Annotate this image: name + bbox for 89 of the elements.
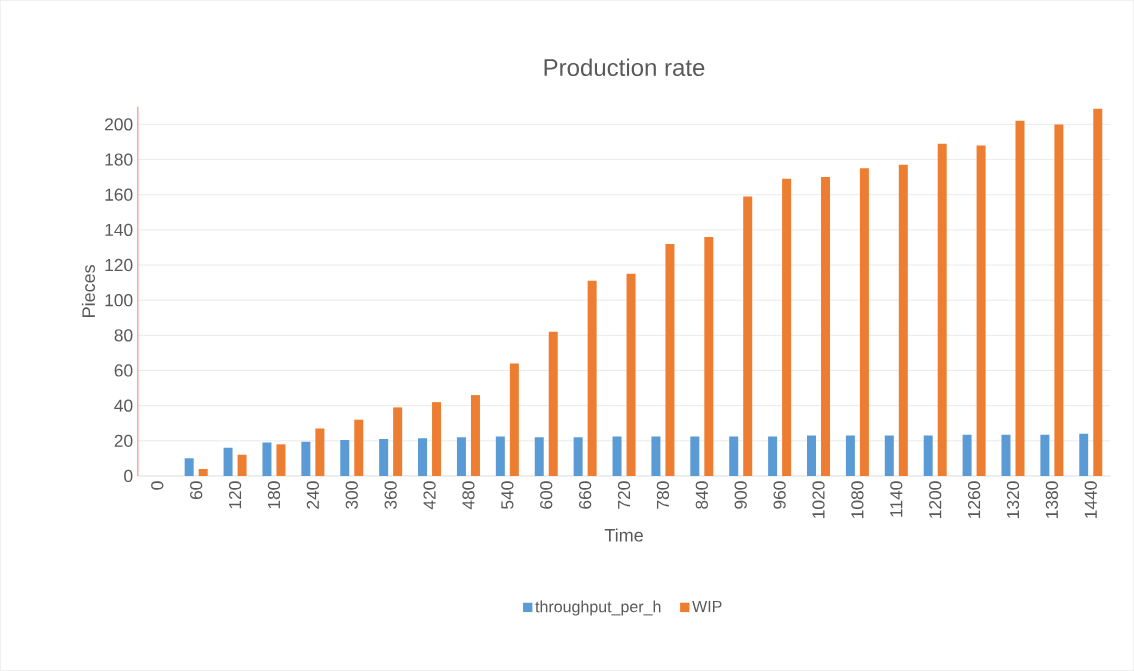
bar bbox=[884, 435, 894, 477]
bar bbox=[626, 273, 636, 477]
x-tick-label: 1320 bbox=[1006, 481, 1020, 519]
x-tick-label: 720 bbox=[617, 481, 631, 509]
bar bbox=[1040, 434, 1050, 477]
bar bbox=[1054, 124, 1064, 477]
legend-label: throughput_per_h bbox=[535, 600, 661, 616]
bar bbox=[768, 436, 778, 477]
x-tick-label: 840 bbox=[695, 481, 708, 509]
x-tick-label: 420 bbox=[423, 481, 436, 510]
bar bbox=[807, 435, 817, 477]
x-tick-label: 180 bbox=[267, 481, 281, 509]
bar bbox=[184, 458, 194, 477]
bar bbox=[548, 331, 558, 477]
bar bbox=[340, 440, 350, 477]
x-tick-label: 360 bbox=[384, 481, 397, 510]
x-tick-label: 660 bbox=[578, 481, 592, 509]
bar bbox=[495, 436, 505, 477]
bar bbox=[962, 434, 972, 477]
x-tick-label: 1140 bbox=[890, 481, 903, 517]
bar bbox=[859, 168, 869, 477]
bar bbox=[262, 442, 272, 477]
bar bbox=[301, 441, 311, 477]
y-tick-label: 120 bbox=[105, 258, 133, 272]
bar bbox=[1093, 108, 1103, 477]
x-tick-label: 0 bbox=[151, 481, 164, 490]
x-tick-label: 1080 bbox=[851, 481, 864, 519]
x-tick-label: 1440 bbox=[1084, 481, 1097, 519]
bar bbox=[223, 447, 233, 477]
chart-title: Production rate bbox=[544, 58, 705, 77]
bar bbox=[509, 363, 519, 477]
x-tick-label: 240 bbox=[306, 481, 319, 509]
bar bbox=[1001, 434, 1011, 477]
bar bbox=[937, 143, 947, 477]
bar bbox=[198, 469, 208, 477]
y-tick-label: 100 bbox=[105, 294, 133, 307]
x-tick-label: 600 bbox=[540, 481, 553, 509]
y-tick-label: 140 bbox=[105, 223, 133, 237]
bar bbox=[612, 436, 622, 477]
legend-label: WIP bbox=[692, 601, 722, 612]
x-tick-label: 540 bbox=[501, 481, 514, 509]
y-tick-label: 0 bbox=[124, 469, 133, 483]
bar bbox=[923, 435, 933, 477]
y-tick-label: 160 bbox=[105, 188, 133, 201]
bar bbox=[418, 438, 428, 477]
bar bbox=[976, 145, 986, 477]
bar bbox=[1015, 120, 1025, 477]
bar bbox=[315, 428, 325, 477]
bar bbox=[470, 395, 480, 477]
bar bbox=[432, 402, 442, 477]
bar bbox=[665, 244, 675, 477]
x-tick-label: 1020 bbox=[812, 481, 825, 519]
y-tick-label: 20 bbox=[114, 434, 133, 448]
bar bbox=[587, 280, 597, 477]
y-tick-label: 200 bbox=[105, 118, 133, 131]
y-tick-label: 40 bbox=[114, 399, 133, 412]
bar bbox=[237, 454, 247, 477]
x-tick-label: 1200 bbox=[929, 481, 942, 519]
x-tick-label: 480 bbox=[462, 481, 475, 510]
bar bbox=[690, 436, 700, 477]
bar bbox=[704, 236, 714, 477]
y-tick-label: 80 bbox=[114, 329, 133, 342]
bar bbox=[729, 436, 739, 477]
x-tick-label: 1260 bbox=[967, 481, 981, 519]
bar bbox=[651, 436, 661, 477]
bar bbox=[456, 437, 466, 477]
x-tick-label: 960 bbox=[773, 481, 786, 509]
x-tick-label: 780 bbox=[656, 481, 670, 509]
x-axis-title: Time bbox=[604, 528, 643, 542]
x-tick-label: 120 bbox=[228, 481, 242, 509]
bar bbox=[534, 437, 544, 477]
x-tick-label: 900 bbox=[734, 481, 747, 509]
bar bbox=[845, 435, 855, 477]
y-tick-label: 180 bbox=[105, 153, 133, 166]
bar bbox=[393, 407, 403, 477]
bar bbox=[379, 439, 389, 477]
bar bbox=[782, 178, 792, 477]
x-tick-label: 60 bbox=[190, 481, 203, 500]
x-tick-label: 300 bbox=[345, 481, 358, 510]
bar bbox=[276, 444, 286, 477]
bar bbox=[821, 177, 831, 477]
y-tick-label: 60 bbox=[114, 364, 133, 377]
x-tick-label: 1380 bbox=[1045, 481, 1059, 519]
y-axis-title: Pieces bbox=[81, 265, 96, 318]
bar bbox=[743, 196, 753, 477]
bar bbox=[354, 419, 364, 477]
bar bbox=[1079, 433, 1089, 477]
bar bbox=[898, 164, 908, 477]
bar bbox=[573, 437, 583, 477]
